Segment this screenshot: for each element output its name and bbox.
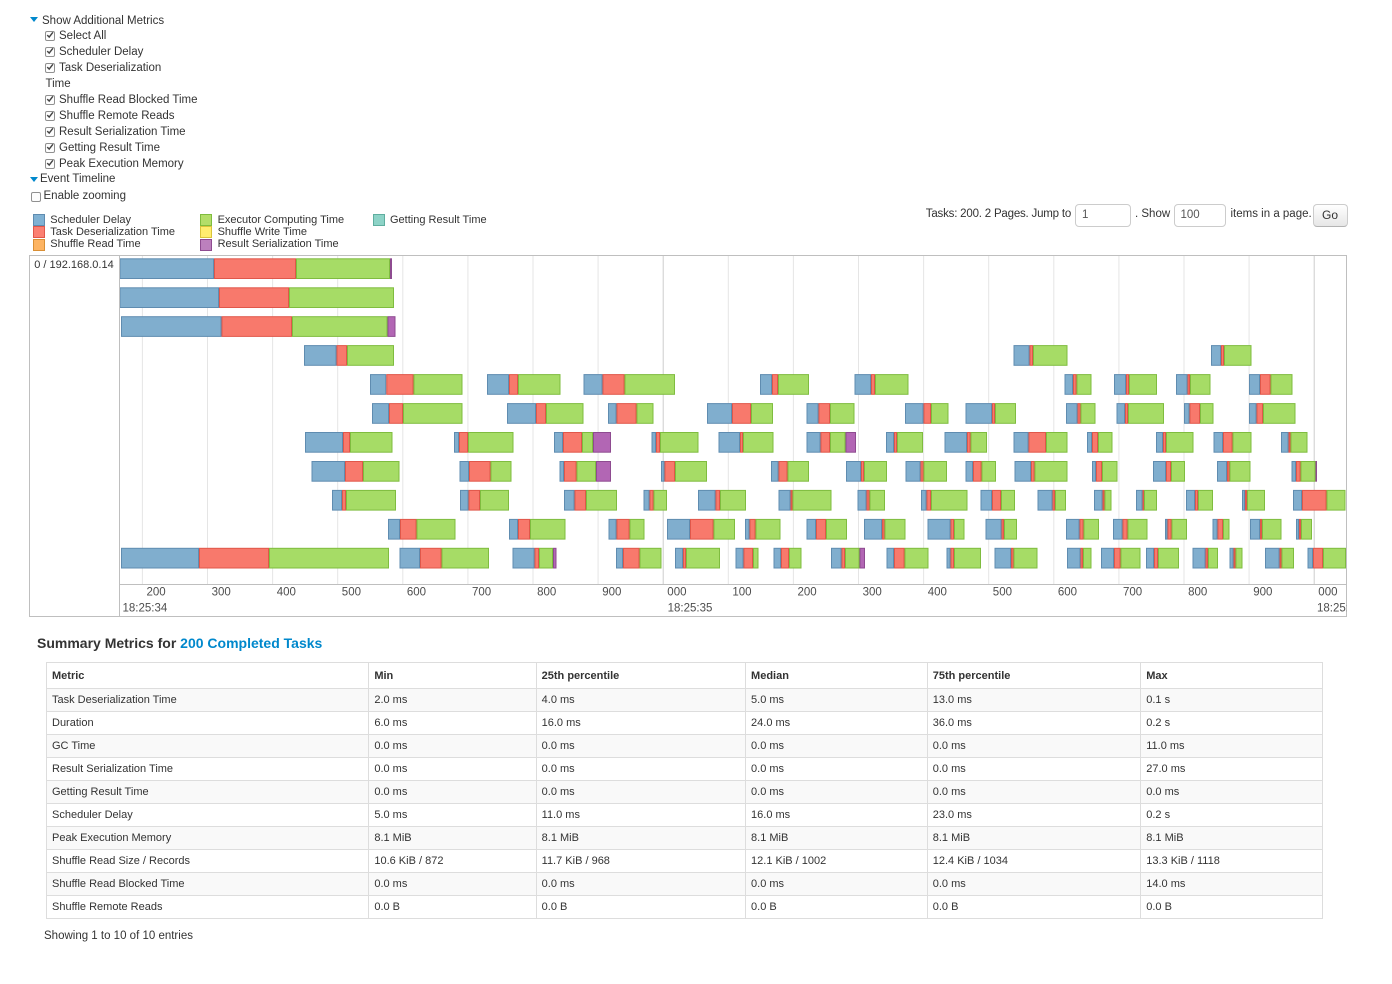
svg-text:900: 900 — [1253, 587, 1272, 599]
svg-text:500: 500 — [342, 587, 361, 599]
svg-text:300: 300 — [212, 587, 231, 599]
svg-text:500: 500 — [993, 587, 1012, 599]
svg-text:600: 600 — [407, 587, 426, 599]
svg-text:700: 700 — [472, 587, 491, 599]
svg-text:300: 300 — [863, 587, 882, 599]
svg-text:400: 400 — [277, 587, 296, 599]
svg-text:100: 100 — [732, 587, 751, 599]
svg-text:800: 800 — [537, 587, 556, 599]
svg-text:200: 200 — [147, 587, 166, 599]
svg-text:000: 000 — [1318, 587, 1337, 599]
svg-text:700: 700 — [1123, 587, 1142, 599]
svg-text:900: 900 — [602, 587, 621, 599]
svg-text:000: 000 — [667, 587, 686, 599]
svg-text:18:25:34: 18:25:34 — [123, 603, 168, 615]
svg-text:18:25:35: 18:25:35 — [668, 603, 713, 615]
svg-text:200: 200 — [798, 587, 817, 599]
svg-text:0 / 192.168.0.14: 0 / 192.168.0.14 — [34, 259, 114, 271]
svg-text:800: 800 — [1188, 587, 1207, 599]
svg-text:400: 400 — [928, 587, 947, 599]
svg-text:600: 600 — [1058, 587, 1077, 599]
svg-text:18:25:36: 18:25:36 — [1317, 603, 1347, 615]
